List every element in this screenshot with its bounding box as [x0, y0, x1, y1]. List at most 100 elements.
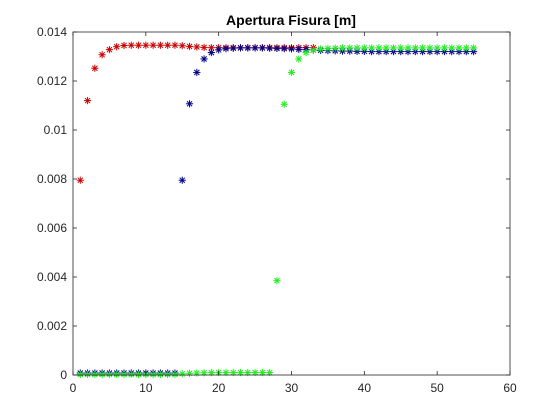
data-point-series-3: [462, 44, 470, 52]
data-point-series-3: [258, 368, 266, 377]
data-point-series-2: [215, 46, 223, 54]
data-point-series-3: [273, 277, 281, 285]
data-point-series-2: [178, 176, 186, 184]
data-point-series-1: [134, 41, 143, 49]
data-point-series-3: [448, 44, 456, 52]
data-point-series-3: [397, 44, 405, 52]
data-point-series-3: [368, 44, 376, 52]
x-tick-label: 10: [139, 381, 153, 395]
y-tick-label: 0.002: [37, 319, 67, 333]
data-point-series-3: [164, 370, 172, 379]
data-point-series-3: [302, 48, 310, 57]
data-point-series-2: [251, 44, 259, 52]
data-point-series-3: [295, 55, 303, 63]
x-tick-label: 20: [212, 381, 226, 395]
data-point-series-2: [287, 45, 296, 53]
data-point-series-3: [287, 68, 296, 77]
data-point-series-2: [185, 100, 194, 108]
data-point-series-1: [156, 41, 164, 49]
data-point-series-3: [375, 44, 383, 52]
data-point-series-3: [105, 370, 114, 379]
data-point-series-1: [91, 64, 99, 72]
data-point-series-1: [120, 41, 128, 50]
data-point-series-3: [149, 370, 157, 379]
x-tick-label: 30: [285, 381, 299, 395]
data-point-series-1: [105, 46, 114, 54]
y-tick-label: 0.012: [37, 74, 67, 88]
data-point-series-2: [193, 68, 201, 77]
data-point-series-3: [469, 44, 478, 52]
y-tick-label: 0.01: [44, 123, 68, 137]
data-point-series-3: [127, 370, 135, 379]
data-point-series-2: [295, 45, 303, 53]
data-point-series-1: [98, 51, 106, 59]
data-point-series-1: [185, 42, 194, 51]
data-point-series-3: [309, 46, 317, 54]
data-point-series-3: [331, 44, 339, 52]
x-tick-label: 60: [503, 381, 517, 395]
data-point-series-2: [222, 45, 230, 53]
data-point-series-1: [142, 41, 150, 49]
x-tick-label: 50: [430, 381, 444, 395]
data-point-series-3: [120, 370, 128, 379]
data-point-series-3: [426, 44, 434, 52]
data-point-series-3: [134, 370, 143, 379]
plot-area: [73, 32, 510, 375]
data-point-series-3: [411, 44, 419, 52]
data-point-series-3: [156, 370, 164, 379]
data-point-series-3: [324, 44, 332, 53]
y-tick-label: 0.008: [37, 172, 67, 186]
y-tick-label: 0.014: [37, 25, 67, 39]
data-point-series-3: [338, 44, 347, 52]
data-point-series-3: [433, 44, 441, 52]
data-point-series-3: [244, 368, 252, 377]
data-point-series-3: [419, 44, 427, 52]
data-point-series-2: [280, 45, 288, 53]
chart-title: Apertura Fisura [m]: [226, 12, 356, 28]
data-point-series-1: [193, 43, 201, 51]
data-point-series-1: [171, 41, 179, 49]
data-point-series-1: [200, 43, 208, 52]
y-axis: 0 0.002 0.004 0.006 0.008 0.01 0.012 0.014: [37, 25, 510, 382]
data-point-series-3: [76, 370, 84, 379]
data-point-series-3: [440, 44, 449, 52]
data-point-series-2: [258, 44, 266, 52]
x-axis: 0 10 20 30 40 50 60: [70, 32, 517, 395]
data-point-series-3: [382, 44, 390, 52]
data-point-series-3: [171, 370, 179, 379]
data-point-series-1: [149, 41, 157, 49]
data-point-series-2: [236, 44, 245, 52]
data-point-series-3: [185, 369, 194, 377]
y-tick-label: 0.006: [37, 221, 67, 235]
data-point-series-2: [266, 44, 274, 52]
data-point-series-3: [346, 44, 354, 52]
data-point-series-3: [280, 100, 288, 108]
data-point-series-1: [113, 43, 121, 51]
data-point-series-3: [353, 44, 361, 52]
data-point-series-3: [404, 44, 412, 52]
data-point-series-3: [455, 44, 463, 52]
data-point-series-1: [76, 176, 84, 184]
y-tick-label: 0: [60, 368, 67, 382]
data-point-series-3: [98, 370, 106, 379]
data-point-series-2: [244, 44, 252, 52]
data-point-series-1: [127, 41, 135, 49]
data-point-series-3: [113, 370, 121, 379]
data-point-series-2: [200, 55, 208, 63]
data-point-series-3: [178, 370, 186, 378]
data-point-series-1: [178, 42, 186, 50]
data-point-series-2: [273, 44, 281, 53]
data-point-series-3: [83, 370, 92, 379]
data-point-series-3: [389, 44, 398, 52]
data-point-series-1: [83, 97, 92, 105]
x-tick-label: 0: [70, 381, 77, 395]
data-point-series-1: [164, 41, 172, 49]
data-point-series-3: [360, 44, 368, 52]
data-point-series-3: [193, 369, 201, 377]
data-point-series-3: [91, 370, 99, 379]
data-point-series-3: [229, 368, 237, 377]
x-tick-label: 40: [358, 381, 372, 395]
data-point-series-3: [317, 45, 325, 53]
data-point-series-2: [229, 44, 237, 52]
